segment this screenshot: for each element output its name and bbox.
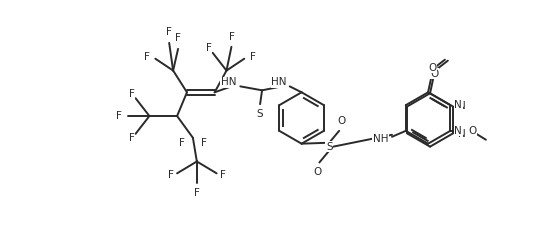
Text: S: S	[257, 109, 263, 119]
Text: F: F	[168, 170, 174, 180]
Text: F: F	[166, 27, 172, 37]
Text: O: O	[468, 126, 476, 136]
Text: F: F	[201, 138, 207, 148]
Text: F: F	[143, 52, 149, 62]
Text: F: F	[129, 89, 135, 99]
Text: O: O	[314, 167, 322, 177]
Text: O: O	[337, 116, 345, 126]
Text: N: N	[454, 100, 462, 110]
Text: F: F	[230, 32, 235, 42]
Text: N: N	[458, 129, 466, 139]
Text: O: O	[430, 69, 438, 78]
Text: F: F	[175, 33, 181, 43]
Text: HN: HN	[221, 77, 236, 87]
Text: N: N	[454, 126, 462, 136]
Text: F: F	[206, 43, 212, 53]
Text: O: O	[428, 63, 436, 73]
Text: F: F	[129, 133, 135, 143]
Text: F: F	[179, 138, 185, 148]
Text: N: N	[458, 101, 466, 111]
Text: F: F	[219, 170, 225, 180]
Text: F: F	[250, 52, 256, 62]
Text: NH: NH	[372, 134, 388, 144]
Text: HN: HN	[271, 77, 287, 87]
Text: F: F	[116, 111, 122, 121]
Text: F: F	[194, 188, 200, 198]
Text: S: S	[326, 142, 333, 152]
